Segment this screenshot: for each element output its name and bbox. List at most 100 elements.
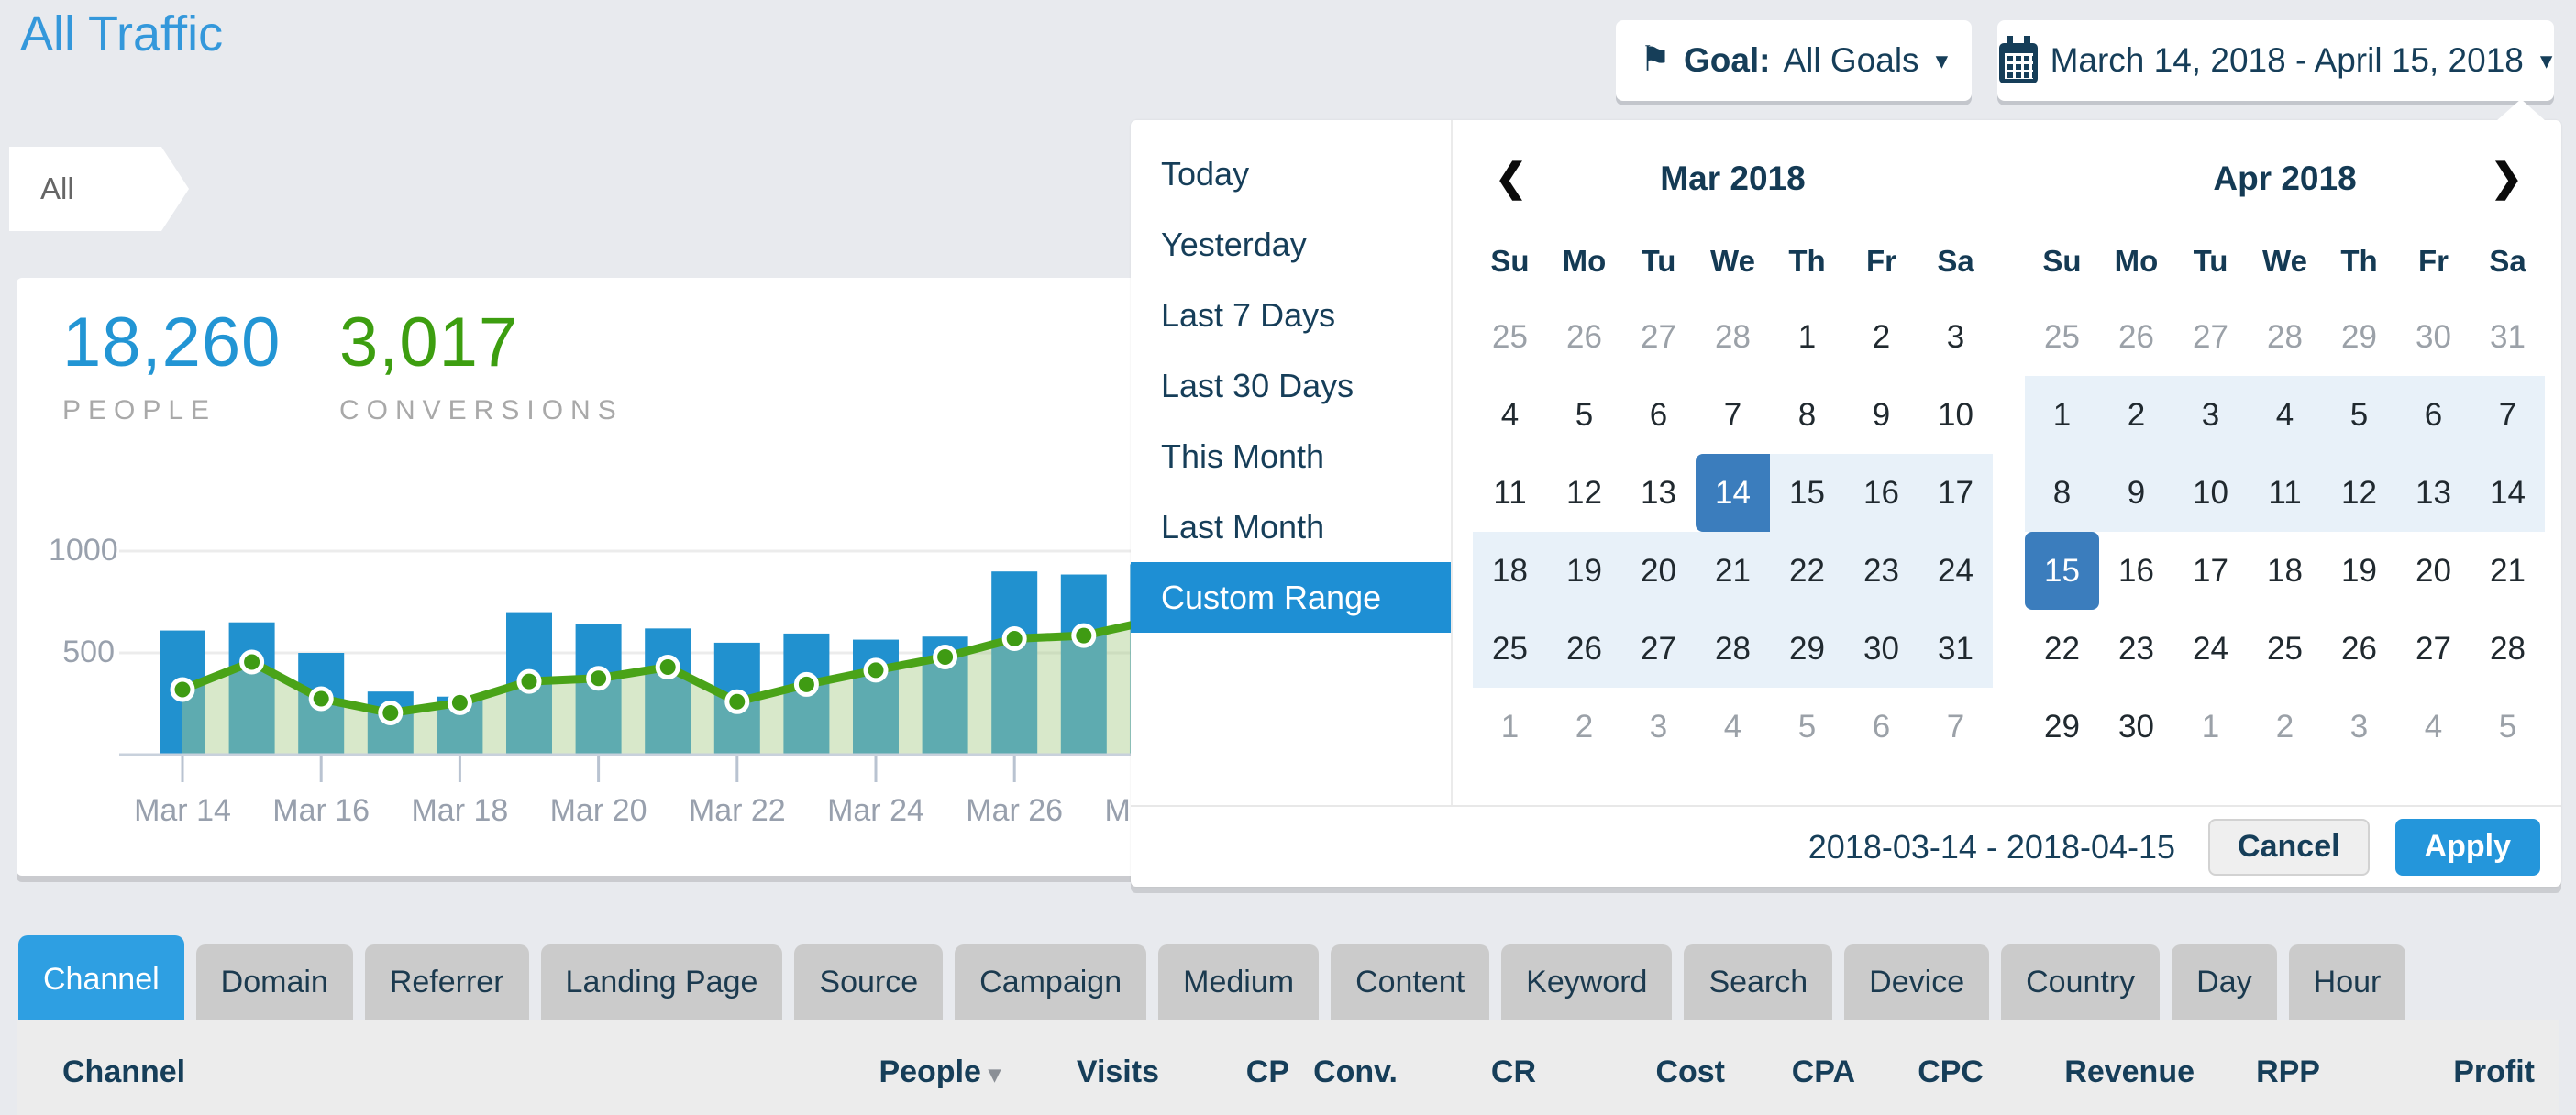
calendar-day[interactable]: 9	[1872, 397, 1891, 433]
calendar-day[interactable]: 4	[2424, 709, 2443, 745]
next-month-icon[interactable]: ❯	[2490, 156, 2523, 199]
column-header-cpc[interactable]: CPC	[1918, 1054, 1984, 1089]
calendar-day[interactable]: 6	[1872, 709, 1891, 745]
column-header-rpp[interactable]: RPP	[2256, 1054, 2320, 1089]
calendar-day[interactable]: 27	[1621, 610, 1696, 688]
tab-keyword[interactable]: Keyword	[1501, 944, 1673, 1020]
preset-last-month[interactable]: Last Month	[1161, 508, 1325, 546]
column-header-cost[interactable]: Cost	[1655, 1054, 1725, 1089]
tab-device[interactable]: Device	[1844, 944, 1990, 1020]
calendar-day[interactable]: 4	[1723, 709, 1742, 745]
calendar-day[interactable]: 20	[2416, 553, 2451, 589]
calendar-day[interactable]: 12	[1566, 475, 1602, 511]
tab-source[interactable]: Source	[794, 944, 944, 1020]
calendar-day[interactable]: 18	[2267, 553, 2303, 589]
preset-yesterday[interactable]: Yesterday	[1161, 226, 1307, 263]
calendar-day[interactable]: 25	[2044, 319, 2080, 355]
calendar-day[interactable]: 1	[1500, 709, 1520, 745]
calendar-day[interactable]: 14	[1696, 454, 1770, 532]
calendar-day[interactable]: 6	[2396, 376, 2471, 454]
calendar-day[interactable]: 3	[1649, 709, 1668, 745]
calendar-day[interactable]: 5	[2498, 709, 2517, 745]
calendar-day[interactable]: 30	[1844, 610, 1918, 688]
calendar-day[interactable]: 26	[1547, 610, 1621, 688]
calendar-day[interactable]: 27	[2416, 631, 2451, 667]
tab-domain[interactable]: Domain	[195, 944, 353, 1020]
calendar-day[interactable]: 28	[1715, 319, 1751, 355]
calendar-day[interactable]: 26	[2341, 631, 2377, 667]
calendar-day[interactable]: 29	[1770, 610, 1844, 688]
calendar-day[interactable]: 2	[1575, 709, 1594, 745]
column-header-visits[interactable]: Visits	[1076, 1054, 1159, 1089]
calendar-day[interactable]: 13	[1641, 475, 1676, 511]
calendar-day[interactable]: 13	[2396, 454, 2471, 532]
calendar-day[interactable]: 22	[1770, 532, 1844, 610]
calendar-day[interactable]: 28	[2267, 319, 2303, 355]
calendar-day[interactable]: 26	[1566, 319, 1602, 355]
calendar-day[interactable]: 25	[1492, 319, 1528, 355]
calendar-day[interactable]: 18	[1473, 532, 1547, 610]
calendar-day[interactable]: 31	[2490, 319, 2526, 355]
calendar-day[interactable]: 2	[2099, 376, 2173, 454]
column-header-cpa[interactable]: CPA	[1791, 1054, 1855, 1089]
tab-country[interactable]: Country	[2001, 944, 2161, 1020]
calendar-day[interactable]: 11	[2248, 454, 2322, 532]
tab-landing-page[interactable]: Landing Page	[540, 944, 783, 1020]
calendar-day[interactable]: 2	[2275, 709, 2294, 745]
calendar-day[interactable]: 22	[2044, 631, 2080, 667]
calendar-day[interactable]: 30	[2416, 319, 2451, 355]
calendar-day[interactable]: 17	[2193, 553, 2228, 589]
calendar-day[interactable]: 15	[2025, 532, 2099, 610]
calendar-day[interactable]: 1	[1797, 319, 1817, 355]
calendar-day[interactable]: 15	[1770, 454, 1844, 532]
calendar-day[interactable]: 7	[1723, 397, 1742, 433]
calendar-day[interactable]: 14	[2471, 454, 2545, 532]
calendar-day[interactable]: 27	[1641, 319, 1676, 355]
calendar-day[interactable]: 24	[2193, 631, 2228, 667]
calendar-day[interactable]: 3	[2349, 709, 2369, 745]
calendar-day[interactable]: 11	[1493, 475, 1527, 511]
calendar-day[interactable]: 2	[1872, 319, 1891, 355]
calendar-day[interactable]: 29	[2044, 709, 2080, 745]
calendar-day[interactable]: 9	[2099, 454, 2173, 532]
calendar-day[interactable]: 10	[2173, 454, 2248, 532]
calendar-day[interactable]: 28	[2490, 631, 2526, 667]
calendar-day[interactable]: 25	[2267, 631, 2303, 667]
calendar-day[interactable]: 4	[1500, 397, 1520, 433]
calendar-day[interactable]: 6	[1649, 397, 1668, 433]
calendar-day[interactable]: 7	[2471, 376, 2545, 454]
calendar-day[interactable]: 5	[1797, 709, 1817, 745]
column-header-conv-[interactable]: Conv.	[1313, 1054, 1398, 1089]
tab-hour[interactable]: Hour	[2288, 944, 2406, 1020]
column-header-channel[interactable]: Channel	[62, 1054, 186, 1089]
tab-content[interactable]: Content	[1331, 944, 1490, 1020]
tab-medium[interactable]: Medium	[1158, 944, 1320, 1020]
calendar-day[interactable]: 16	[1844, 454, 1918, 532]
calendar-day[interactable]: 28	[1696, 610, 1770, 688]
tab-channel[interactable]: Channel	[18, 935, 184, 1020]
preset-last-30-days[interactable]: Last 30 Days	[1161, 367, 1354, 404]
preset-today[interactable]: Today	[1161, 155, 1250, 193]
calendar-day[interactable]: 1	[2201, 709, 2220, 745]
calendar-day[interactable]: 3	[2173, 376, 2248, 454]
tab-day[interactable]: Day	[2172, 944, 2277, 1020]
calendar-day[interactable]: 16	[2118, 553, 2154, 589]
date-range-button[interactable]: March 14, 2018 - April 15, 2018 ▾	[1997, 20, 2554, 101]
column-header-revenue[interactable]: Revenue	[2064, 1054, 2195, 1089]
tab-campaign[interactable]: Campaign	[955, 944, 1147, 1020]
calendar-day[interactable]: 8	[2025, 454, 2099, 532]
calendar-day[interactable]: 19	[2341, 553, 2377, 589]
calendar-day[interactable]: 23	[1844, 532, 1918, 610]
preset-this-month[interactable]: This Month	[1161, 437, 1325, 475]
calendar-day[interactable]: 19	[1547, 532, 1621, 610]
calendar-day[interactable]: 21	[2490, 553, 2526, 589]
calendar-day[interactable]: 17	[1918, 454, 1993, 532]
calendar-day[interactable]: 12	[2322, 454, 2396, 532]
calendar-day[interactable]: 23	[2118, 631, 2154, 667]
calendar-day[interactable]: 24	[1918, 532, 1993, 610]
calendar-day[interactable]: 30	[2118, 709, 2154, 745]
prev-month-icon[interactable]: ❮	[1495, 156, 1528, 199]
calendar-day[interactable]: 8	[1797, 397, 1817, 433]
calendar-day[interactable]: 29	[2341, 319, 2377, 355]
calendar-day[interactable]: 26	[2118, 319, 2154, 355]
